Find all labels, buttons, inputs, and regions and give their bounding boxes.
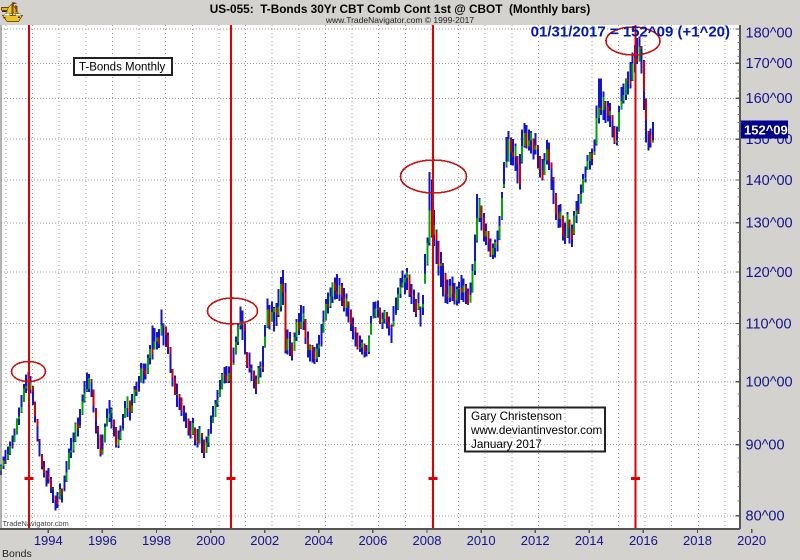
svg-text:2020: 2020 [737,533,766,548]
svg-text:120^00: 120^00 [746,265,793,281]
svg-text:130^00: 130^00 [746,216,793,232]
svg-text:1994: 1994 [34,533,63,548]
svg-text:90^00: 90^00 [746,437,785,453]
svg-text:2014: 2014 [575,533,604,548]
svg-text:1998: 1998 [142,533,171,548]
svg-text:2008: 2008 [413,533,442,548]
svg-text:2004: 2004 [304,533,333,548]
svg-text:T-Bonds Monthly: T-Bonds Monthly [79,62,166,74]
svg-text:180^00: 180^00 [746,25,793,41]
svg-text:80^00: 80^00 [746,509,785,525]
svg-text:170^00: 170^00 [746,56,793,72]
svg-text:2002: 2002 [250,533,279,548]
svg-text:110^00: 110^00 [746,316,792,332]
svg-text:2016: 2016 [629,533,658,548]
svg-text:2012: 2012 [521,533,550,548]
svg-text:152^09: 152^09 [744,123,788,138]
svg-text:100^00: 100^00 [746,375,793,391]
svg-text:2000: 2000 [196,533,225,548]
svg-text:140^00: 140^00 [746,173,793,189]
svg-text:US-055: T-Bonds 30Yr CBT Comb: US-055: T-Bonds 30Yr CBT Comb Cont 1st @… [210,2,591,16]
svg-text:2018: 2018 [683,533,712,548]
svg-text:Gary Christenson: Gary Christenson [471,410,562,423]
svg-text:Bonds: Bonds [2,548,32,560]
svg-text:TradeNavigator.com: TradeNavigator.com [3,519,69,528]
svg-text:January 2017: January 2017 [471,438,542,451]
svg-text:1996: 1996 [88,533,117,548]
svg-text:www.deviantinvestor.com: www.deviantinvestor.com [470,424,602,437]
svg-text:160^00: 160^00 [746,91,793,107]
svg-text:www.TradeNavigator.com © 1999-: www.TradeNavigator.com © 1999-2017 [325,15,474,25]
svg-text:2010: 2010 [467,533,496,548]
svg-text:2006: 2006 [358,533,387,548]
svg-text:01/31/2017 = 152^09 (+1^20): 01/31/2017 = 152^09 (+1^20) [531,24,730,41]
